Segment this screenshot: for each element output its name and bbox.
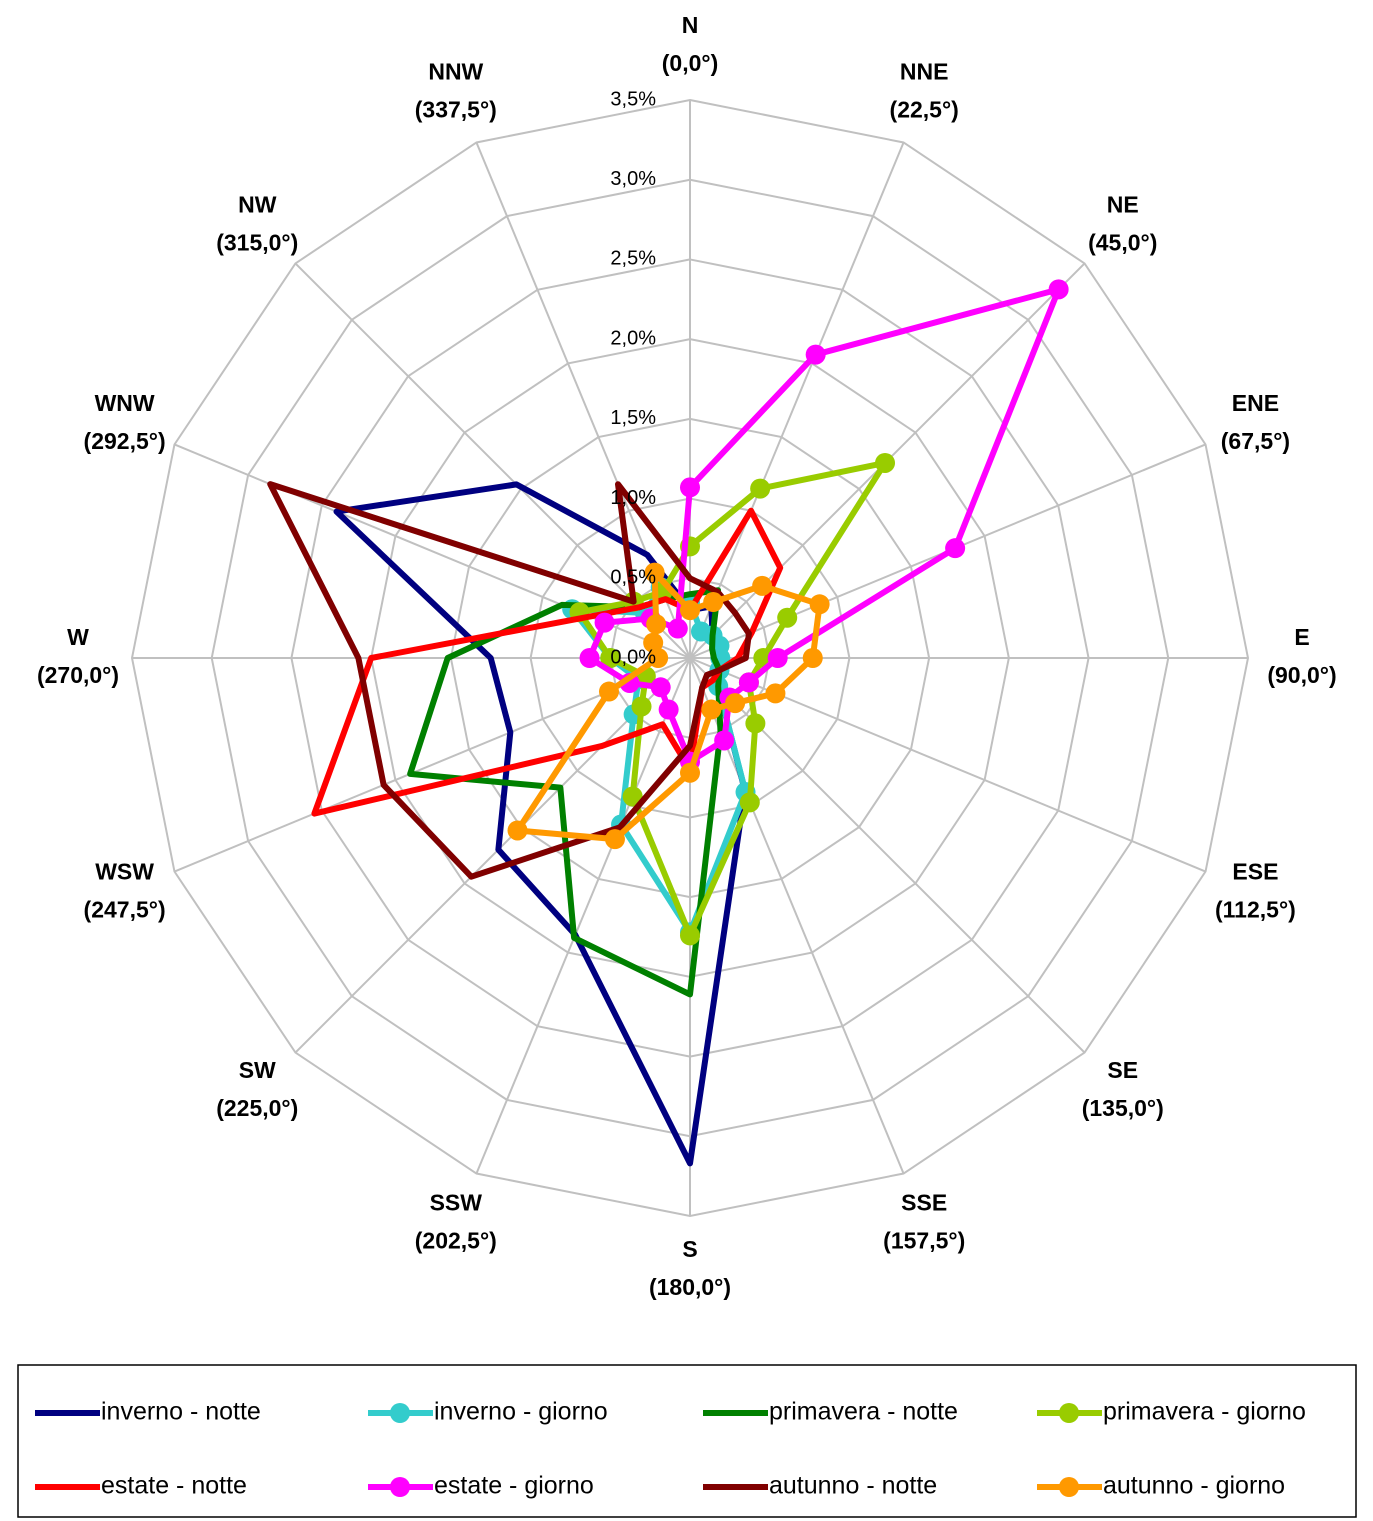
series-marker xyxy=(1048,279,1069,300)
legend-label: autunno - giorno xyxy=(1103,1472,1285,1500)
y-tick-label: 0,0% xyxy=(610,646,656,668)
series-marker xyxy=(809,594,830,615)
category-angle: (67,5°) xyxy=(1221,428,1290,454)
series-marker xyxy=(594,612,615,633)
category-label: WNW xyxy=(95,390,155,416)
series-marker xyxy=(600,648,621,668)
series-marker xyxy=(802,648,823,668)
series-marker xyxy=(875,452,896,473)
series-marker xyxy=(680,925,700,946)
category-angle: (337,5°) xyxy=(415,97,497,123)
series-marker xyxy=(805,344,826,365)
series-marker xyxy=(739,792,760,813)
series-line xyxy=(267,481,752,880)
category-angle: (0,0°) xyxy=(662,50,719,76)
category-angle: (157,5°) xyxy=(883,1227,965,1253)
category-label: SE xyxy=(1107,1057,1138,1083)
series-marker xyxy=(598,681,619,702)
legend-label: autunno - notte xyxy=(769,1472,937,1500)
legend-label: inverno - giorno xyxy=(434,1398,608,1426)
category-angle: (225,0°) xyxy=(216,1095,298,1121)
legend-label: inverno - notte xyxy=(101,1398,261,1426)
series-marker xyxy=(604,829,625,850)
series-marker xyxy=(579,648,600,668)
category-label: SSW xyxy=(430,1189,483,1215)
y-tick-label: 3,5% xyxy=(610,88,656,110)
category-angle: (112,5°) xyxy=(1215,896,1296,922)
series-marker xyxy=(658,699,679,720)
category-angle: (135,0°) xyxy=(1082,1095,1164,1121)
series-marker xyxy=(631,696,652,717)
category-label: NW xyxy=(238,191,277,217)
series-marker xyxy=(725,693,746,714)
category-angle: (180,0°) xyxy=(649,1274,731,1300)
legend-label: primavera - notte xyxy=(769,1398,958,1426)
category-angle: (45,0°) xyxy=(1088,229,1157,255)
y-tick-label: 2,5% xyxy=(610,248,656,270)
category-angle: (270,0°) xyxy=(37,662,119,688)
series-marker xyxy=(667,618,688,639)
series-marker xyxy=(650,677,671,698)
category-label: SSE xyxy=(901,1189,947,1215)
series-marker xyxy=(777,607,798,628)
category-label: W xyxy=(67,624,89,650)
legend-marker xyxy=(1059,1403,1079,1423)
legend-box xyxy=(17,1364,1357,1518)
series-marker xyxy=(680,477,700,498)
category-label: ENE xyxy=(1232,390,1279,416)
category-label: NNW xyxy=(428,59,483,85)
category-label: S xyxy=(682,1236,697,1262)
category-angle: (247,5°) xyxy=(84,896,166,922)
category-label: N xyxy=(682,12,699,38)
category-label: ESE xyxy=(1232,858,1278,884)
series-marker xyxy=(945,538,966,559)
series-marker xyxy=(703,592,724,613)
series-marker xyxy=(680,600,700,621)
category-angle: (22,5°) xyxy=(890,97,959,123)
series-marker xyxy=(752,575,773,596)
series-marker xyxy=(750,478,771,499)
series-marker xyxy=(646,614,667,635)
y-tick-label: 1,5% xyxy=(610,407,656,429)
category-angle: (90,0°) xyxy=(1267,662,1336,688)
series-marker xyxy=(507,820,528,841)
category-angle: (292,5°) xyxy=(84,428,166,454)
spoke xyxy=(689,142,905,659)
category-label: WSW xyxy=(95,858,154,884)
category-label: SW xyxy=(239,1057,276,1083)
spoke xyxy=(475,657,691,1174)
series-marker xyxy=(643,632,664,653)
series-marker xyxy=(767,648,788,668)
legend-label: estate - giorno xyxy=(434,1472,594,1500)
series-marker xyxy=(745,713,766,734)
y-tick-label: 2,0% xyxy=(610,327,656,349)
legend-marker xyxy=(1059,1477,1079,1497)
legend-marker xyxy=(390,1403,410,1423)
series-line xyxy=(407,587,724,998)
series-marker xyxy=(701,699,722,720)
series-marker xyxy=(714,730,735,751)
category-label: E xyxy=(1294,624,1309,650)
category-label: NE xyxy=(1107,191,1139,217)
y-tick-label: 0,5% xyxy=(610,567,656,589)
series-marker xyxy=(622,786,643,807)
series-marker xyxy=(680,762,700,783)
legend-marker xyxy=(390,1477,410,1497)
series-marker xyxy=(738,672,759,693)
category-angle: (315,0°) xyxy=(216,229,298,255)
spoke xyxy=(294,262,691,659)
legend-label: estate - notte xyxy=(101,1472,247,1500)
category-label: NNE xyxy=(900,59,949,85)
y-tick-label: 1,0% xyxy=(610,487,656,509)
series-marker xyxy=(648,648,669,668)
spoke xyxy=(294,657,691,1054)
series-marker xyxy=(765,683,786,704)
y-tick-label: 3,0% xyxy=(610,168,656,190)
series-marker xyxy=(644,562,665,583)
legend-label: primavera - giorno xyxy=(1103,1398,1306,1426)
category-angle: (202,5°) xyxy=(415,1227,497,1253)
